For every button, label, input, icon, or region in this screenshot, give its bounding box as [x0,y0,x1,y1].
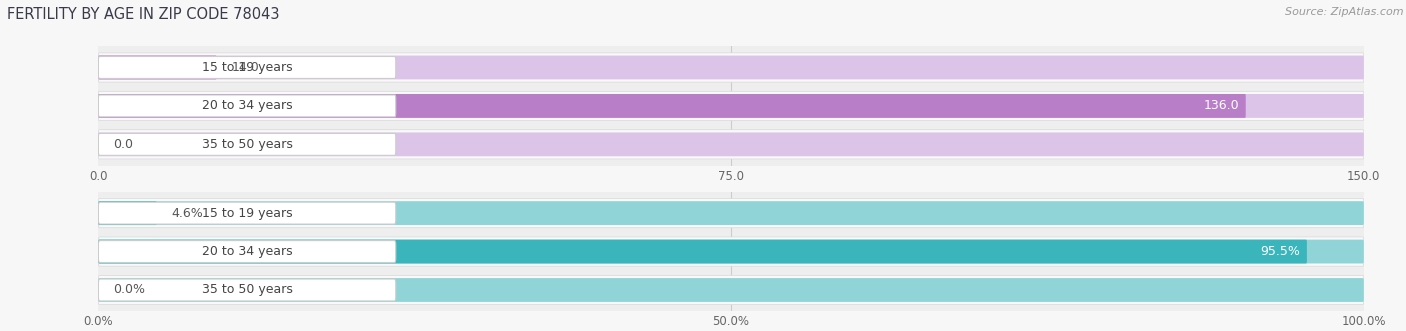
Text: 15 to 19 years: 15 to 19 years [202,207,292,220]
FancyBboxPatch shape [98,275,1364,305]
FancyBboxPatch shape [98,202,396,224]
Text: 95.5%: 95.5% [1261,245,1301,258]
Text: 0.0: 0.0 [114,138,134,151]
FancyBboxPatch shape [98,240,1308,263]
Text: 136.0: 136.0 [1204,99,1240,113]
Text: 15 to 19 years: 15 to 19 years [202,61,292,74]
Text: 14.0: 14.0 [232,61,260,74]
FancyBboxPatch shape [98,94,1246,118]
FancyBboxPatch shape [98,130,1364,159]
FancyBboxPatch shape [98,240,1364,263]
FancyBboxPatch shape [98,201,156,225]
FancyBboxPatch shape [98,133,396,155]
FancyBboxPatch shape [98,91,1364,120]
FancyBboxPatch shape [98,94,1364,118]
Text: 35 to 50 years: 35 to 50 years [201,283,292,297]
FancyBboxPatch shape [98,57,396,78]
FancyBboxPatch shape [98,132,1364,156]
Text: Source: ZipAtlas.com: Source: ZipAtlas.com [1285,7,1403,17]
FancyBboxPatch shape [98,56,1364,79]
Text: 20 to 34 years: 20 to 34 years [202,99,292,113]
Text: 20 to 34 years: 20 to 34 years [202,245,292,258]
FancyBboxPatch shape [98,237,1364,266]
FancyBboxPatch shape [98,56,217,79]
FancyBboxPatch shape [98,95,396,117]
FancyBboxPatch shape [98,241,396,262]
FancyBboxPatch shape [98,279,396,301]
FancyBboxPatch shape [98,201,1364,225]
FancyBboxPatch shape [98,278,1364,302]
Text: FERTILITY BY AGE IN ZIP CODE 78043: FERTILITY BY AGE IN ZIP CODE 78043 [7,7,280,22]
Text: 0.0%: 0.0% [114,283,146,297]
Text: 35 to 50 years: 35 to 50 years [201,138,292,151]
Text: 4.6%: 4.6% [172,207,204,220]
FancyBboxPatch shape [98,199,1364,228]
FancyBboxPatch shape [98,53,1364,82]
